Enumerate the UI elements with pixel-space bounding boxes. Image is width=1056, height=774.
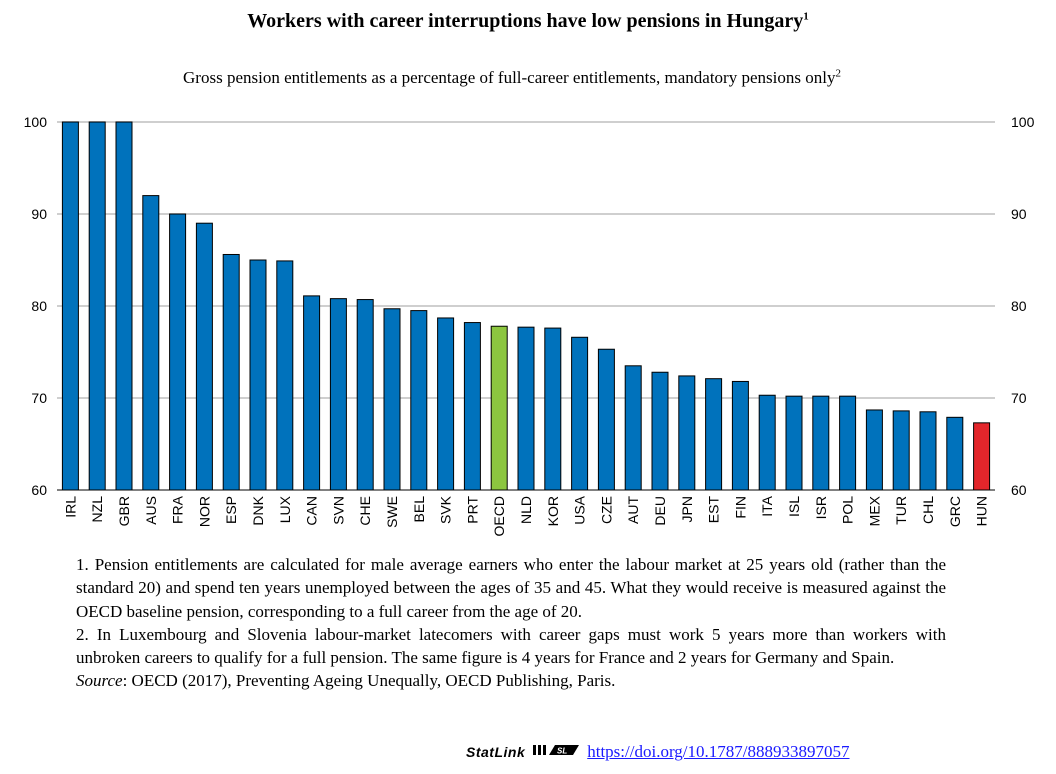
bar-grc [946,416,964,491]
x-tick-aus: AUS [143,496,159,525]
y-tick-left-70: 70 [31,390,47,406]
y-tick-right-60: 60 [1011,482,1027,498]
x-tick-usa: USA [572,495,588,524]
bar-prt [463,322,481,491]
bar-jpn [678,375,696,491]
y-tick-left-80: 80 [31,298,47,314]
y-tick-left-60: 60 [31,482,47,498]
chart-subtitle: Gross pension entitlements as a percenta… [183,67,841,87]
y-tick-right-90: 90 [1011,206,1027,222]
x-tick-mex: MEX [866,495,882,526]
bar-fin [731,380,749,491]
bar-can [303,295,321,491]
bar-hun [973,422,991,491]
x-tick-bel: BEL [411,496,427,523]
y-tick-right-70: 70 [1011,390,1027,406]
footnote-2: 2. In Luxembourg and Slovenia labour-mar… [76,624,946,668]
source-text: : OECD (2017), Preventing Ageing Unequal… [122,671,616,691]
bar-tur [892,410,910,491]
statlink-label: StatLink [466,744,526,760]
x-tick-pol: POL [840,496,856,524]
x-tick-dnk: DNK [250,495,266,525]
y-tick-right-80: 80 [1011,298,1027,314]
bar-cze [597,348,615,491]
bar-ita [758,394,776,491]
bar-svn [329,298,347,491]
bar-svk [437,317,455,491]
x-tick-oecd: OECD [491,496,507,536]
subtitle-footnote-mark: 2 [835,67,841,80]
bar-aus [142,195,160,491]
bar-oecd [490,325,508,491]
statlink-url[interactable]: https://doi.org/10.1787/888933897057 [587,742,850,761]
bar-gbr [115,121,133,491]
x-tick-esp: ESP [223,496,239,524]
y-tick-left-90: 90 [31,206,47,222]
title-footnote-mark: 1 [803,10,809,23]
bar-swe [383,308,401,491]
x-tick-gbr: GBR [116,496,132,526]
bar-kor [544,327,562,491]
x-tick-jpn: JPN [679,496,695,522]
bar-mex [865,409,883,491]
bar-pol [839,395,857,491]
bar-isl [785,395,803,491]
bar-nor [195,222,213,491]
bar-esp [222,253,240,491]
bar-dnk [249,259,267,491]
bar-nld [517,326,535,491]
x-tick-cze: CZE [598,496,614,524]
x-tick-svk: SVK [438,495,454,524]
x-tick-che: CHE [357,496,373,526]
x-tick-can: CAN [304,496,320,526]
bar-fra [169,213,187,491]
x-tick-irl: IRL [62,496,78,518]
x-tick-nor: NOR [196,496,212,527]
bar-isr [812,395,830,491]
bar-irl [61,121,79,491]
chart-title: Workers with career interruptions have l… [247,10,809,32]
x-tick-kor: KOR [545,496,561,526]
y-tick-left-100: 100 [24,114,48,130]
x-tick-prt: PRT [464,496,480,524]
x-tick-isl: ISL [786,496,802,517]
x-tick-nzl: NZL [89,496,105,523]
svg-text:SL: SL [557,747,567,756]
x-tick-chl: CHL [920,496,936,524]
bar-usa [571,336,589,491]
y-tick-right-100: 100 [1011,114,1035,130]
bar-che [356,299,374,491]
source-label: Source [76,671,123,691]
footnote-1: 1. Pension entitlements are calculated f… [76,555,946,621]
x-tick-est: EST [706,496,722,524]
bar-est [705,378,723,491]
x-tick-deu: DEU [652,496,668,526]
footnotes: 1. Pension entitlements are calculated f… [76,553,946,693]
x-tick-swe: SWE [384,496,400,528]
bar-chart: 60 60 70 70 80 80 90 90 100 100 IRL NZL GBR AUS FRA NOR… [24,114,1035,536]
bar-aut [624,365,642,491]
statlink-logo-icon: SL [533,742,580,762]
x-tick-hun: HUN [974,496,990,526]
bar-deu [651,371,669,491]
bar-bel [410,310,428,491]
x-tick-aut: AUT [625,496,641,524]
x-tick-fin: FIN [732,496,748,519]
x-tick-grc: GRC [947,496,963,527]
bar-chl [919,411,937,491]
bar-lux [276,260,294,491]
statlink: StatLink SL https://doi.org/10.1787/8889… [466,740,946,764]
x-tick-fra: FRA [170,495,186,524]
x-tick-lux: LUX [277,495,293,523]
bar-nzl [88,121,106,491]
source-line: Source: OECD (2017), Preventing Ageing U… [76,669,946,692]
x-tick-ita: ITA [759,495,775,516]
x-tick-svn: SVN [330,496,346,525]
x-tick-tur: TUR [893,496,909,525]
x-tick-nld: NLD [518,496,534,524]
x-tick-isr: ISR [813,496,829,519]
